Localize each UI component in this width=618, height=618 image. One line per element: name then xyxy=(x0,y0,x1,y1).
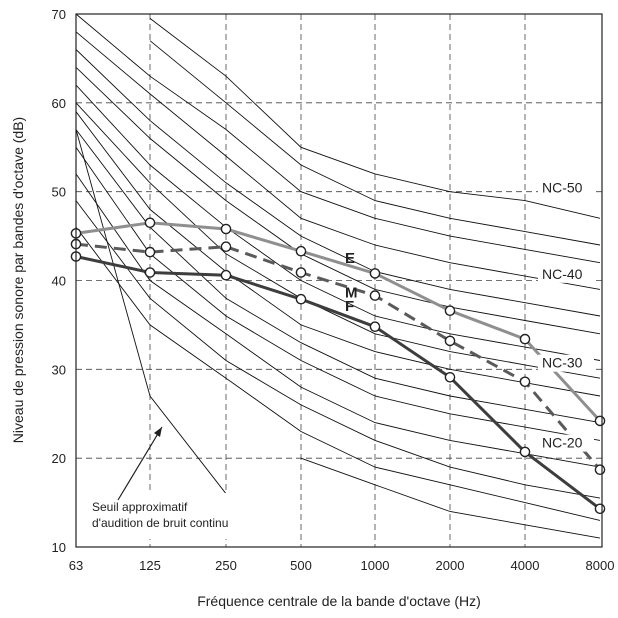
nc-curves xyxy=(75,13,601,539)
point-f-2000 xyxy=(444,371,456,383)
plot-frame xyxy=(75,13,603,548)
point-m-125 xyxy=(144,246,156,258)
nc-label-bg xyxy=(538,434,594,452)
nc-label-bg xyxy=(538,265,594,283)
x-tick-label-1000: 1000 xyxy=(361,558,390,573)
point-m-4000 xyxy=(519,376,531,388)
point-e-4000 xyxy=(519,333,531,345)
nc-curve-4 xyxy=(75,49,601,317)
point-f-250 xyxy=(220,269,232,281)
point-e-125 xyxy=(144,217,156,229)
point-m-1000 xyxy=(369,290,381,301)
x-tick-label-8000: 8000 xyxy=(586,558,615,573)
y-tick-label-40: 40 xyxy=(52,274,66,289)
point-m-8000 xyxy=(594,464,606,476)
x-tick-label-125: 125 xyxy=(139,558,161,573)
y-tick-label-50: 50 xyxy=(52,185,66,200)
x-axis-title: Fréquence centrale de la bande d'octave … xyxy=(197,593,481,609)
point-f-4000 xyxy=(519,446,531,458)
nc-label-nc-50: NC-50 xyxy=(542,180,583,196)
point-e-250 xyxy=(220,223,232,235)
nc-curve-10 xyxy=(75,147,601,441)
nc-curve-7 xyxy=(75,102,601,379)
point-e-8000 xyxy=(594,415,606,427)
x-tick-label-2000: 2000 xyxy=(436,558,465,573)
nc-label-bg xyxy=(538,179,594,197)
nc-curve-12 xyxy=(75,200,601,499)
nc-curve-9 xyxy=(75,129,601,424)
y-axis-ticks: 10 20 30 40 50 60 70 xyxy=(52,7,66,555)
y-tick-label-30: 30 xyxy=(52,362,66,377)
x-tick-label-250: 250 xyxy=(215,558,237,573)
x-tick-label-500: 500 xyxy=(290,558,312,573)
x-tick-label-4000: 4000 xyxy=(511,558,540,573)
series-label-m: M xyxy=(345,285,358,302)
grid xyxy=(76,14,602,547)
nc-curve-5 xyxy=(75,66,601,335)
nc-curve-11 xyxy=(75,173,601,468)
nc-curve-2 xyxy=(75,13,601,264)
x-axis-ticks: 63 125 250 500 1000 2000 4000 8000 xyxy=(69,558,615,573)
point-e-2000 xyxy=(444,305,456,317)
series-line-e xyxy=(75,221,602,422)
nc-curve-6 xyxy=(75,84,601,361)
y-tick-label-20: 20 xyxy=(52,451,66,466)
annotation-box xyxy=(84,493,268,539)
y-tick-label-70: 70 xyxy=(52,7,66,22)
series-labels: E MF xyxy=(345,250,358,315)
annotation-arrow xyxy=(117,426,163,501)
point-f-125 xyxy=(144,267,156,278)
series-line-f xyxy=(75,255,601,510)
nc-label-nc-40: NC-40 xyxy=(542,266,583,282)
nc-curve-3 xyxy=(75,31,601,290)
series-label-f: F xyxy=(345,298,354,315)
y-axis-title: Niveau de pression sonore par bandes d'o… xyxy=(10,117,26,443)
annotation-line-2: d'audition de bruit continu xyxy=(92,516,228,530)
nc-curve-14 xyxy=(300,457,601,539)
threshold-line xyxy=(75,129,227,494)
hearing-threshold-curve xyxy=(75,129,227,494)
annotation-line-1: Seuil approximatif xyxy=(92,500,188,514)
y-tick-label-10: 10 xyxy=(52,540,66,555)
nc-curve-0 xyxy=(149,18,601,219)
threshold-annotation: Seuil approximatif d'audition de bruit c… xyxy=(84,426,268,539)
series-markers xyxy=(70,217,606,515)
annotation-arrowhead xyxy=(154,427,162,437)
series-label-e: E xyxy=(345,250,355,267)
nc-label-nc-30: NC-30 xyxy=(542,355,583,371)
point-f-8000 xyxy=(594,503,606,515)
point-f-1000 xyxy=(369,321,381,333)
series-line-m xyxy=(75,242,602,471)
nc-labels: NC-50 NC-40 NC-30 NC-20 xyxy=(538,179,594,452)
point-e-1000 xyxy=(369,268,381,279)
series-lines xyxy=(75,221,602,510)
point-f-500 xyxy=(295,293,307,305)
nc-curve-1 xyxy=(149,40,601,246)
x-tick-label-63: 63 xyxy=(69,558,83,573)
point-m-250 xyxy=(220,241,232,252)
nc-label-bg xyxy=(538,354,594,372)
point-e-500 xyxy=(295,245,307,257)
nc-curve-8 xyxy=(75,111,601,397)
nc-label-nc-20: NC-20 xyxy=(542,435,583,451)
point-m-500 xyxy=(295,267,307,278)
y-tick-label-60: 60 xyxy=(52,96,66,111)
point-m-2000 xyxy=(444,335,456,347)
nc-curve-13 xyxy=(75,226,601,521)
